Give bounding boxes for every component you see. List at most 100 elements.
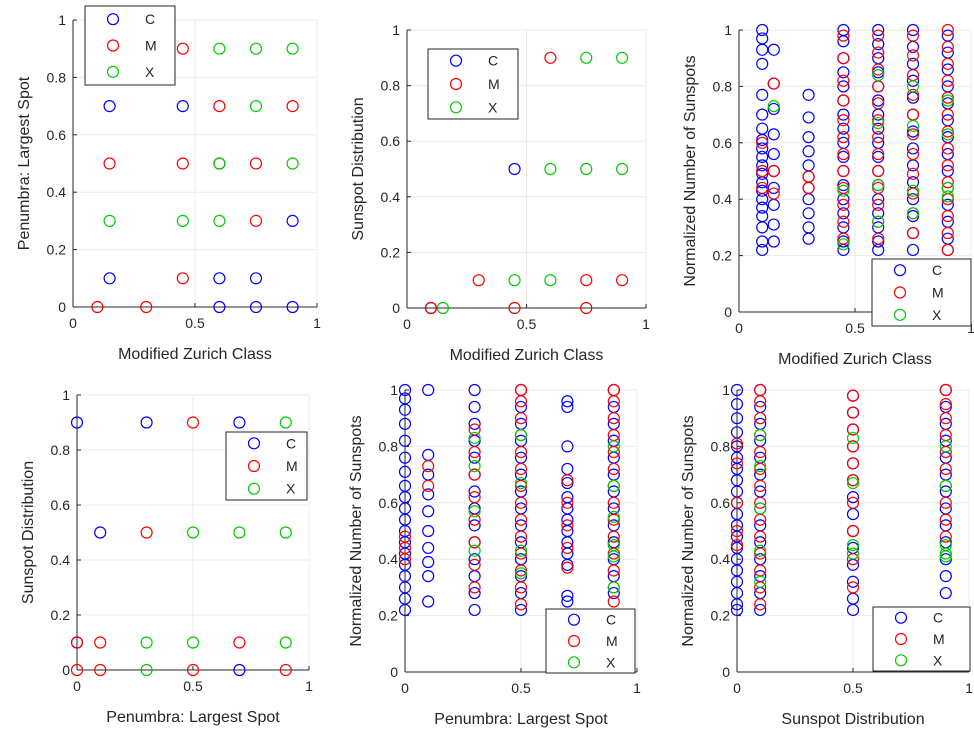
- data-point-M: [941, 243, 954, 257]
- data-point-M: [468, 581, 481, 594]
- legend-label-M: M: [286, 458, 298, 474]
- data-point-M: [767, 164, 780, 178]
- data-point-X: [176, 214, 189, 227]
- y-tick-label: 0.2: [379, 608, 399, 624]
- x-axis-label: Modified Zurich Class: [118, 346, 272, 363]
- data-point-C: [802, 145, 815, 158]
- data-point-M: [514, 598, 528, 611]
- data-point-X: [186, 636, 200, 649]
- y-tick-label: 0.4: [379, 551, 399, 567]
- y-tick-label: 0: [390, 664, 398, 680]
- data-point-C: [767, 218, 780, 231]
- data-point-C: [872, 235, 885, 248]
- subplot-p6: 0 0.5 1 0 0.2 0.4 0.6 0.8 1 Sunspot Distribution N…: [680, 382, 973, 728]
- data-point-M: [607, 462, 620, 476]
- data-point-M: [514, 564, 528, 577]
- data-point-M: [279, 663, 292, 677]
- data-point-X: [140, 663, 153, 677]
- data-point-M: [91, 300, 104, 314]
- data-point-C: [906, 193, 920, 206]
- data-point-X: [939, 479, 952, 492]
- y-tick-label: 1: [58, 12, 66, 28]
- data-point-M: [872, 97, 885, 110]
- data-point-M: [872, 232, 885, 245]
- data-point-M: [514, 496, 528, 509]
- data-point-C: [103, 99, 116, 113]
- y-tick-label: 0.8: [381, 78, 401, 94]
- data-point-C: [730, 598, 744, 611]
- data-point-M: [872, 46, 885, 59]
- data-point-M: [837, 215, 850, 228]
- data-point-X: [140, 636, 153, 649]
- data-point-M: [508, 301, 521, 315]
- data-point-C: [756, 167, 769, 180]
- data-point-C: [730, 398, 744, 411]
- legend-label-C: C: [933, 610, 943, 626]
- data-point-M: [837, 114, 850, 127]
- legend-box: [872, 606, 971, 672]
- data-point-C: [837, 122, 850, 135]
- data-point-M: [939, 383, 952, 397]
- data-point-M: [846, 524, 860, 538]
- data-point-M: [468, 445, 481, 459]
- data-point-M: [802, 181, 815, 195]
- data-point-M: [422, 460, 435, 473]
- data-point-X: [607, 581, 620, 594]
- data-point-M: [580, 274, 593, 287]
- legend-marker-X: [567, 656, 581, 669]
- y-tick-label: 0.8: [711, 438, 731, 454]
- data-point-M: [941, 142, 954, 155]
- data-point-X: [906, 184, 920, 197]
- data-point-M: [754, 598, 767, 611]
- data-point-C: [802, 111, 815, 124]
- data-point-C: [422, 570, 435, 583]
- data-point-X: [872, 215, 885, 228]
- data-point-X: [754, 502, 767, 515]
- x-tick-label: 0.5: [843, 680, 863, 696]
- data-point-X: [754, 429, 767, 442]
- data-point-X: [846, 538, 860, 552]
- data-point-X: [754, 544, 767, 557]
- legend-label-X: X: [606, 654, 616, 670]
- legend-marker-C: [567, 613, 581, 626]
- data-point-C: [906, 125, 920, 138]
- data-point-C: [756, 201, 769, 214]
- data-point-M: [249, 214, 263, 227]
- data-point-X: [872, 179, 885, 192]
- data-point-M: [607, 445, 620, 459]
- data-point-M: [176, 42, 189, 55]
- data-point-M: [941, 210, 954, 223]
- y-tick-label: 1: [722, 382, 730, 398]
- data-point-X: [279, 526, 292, 539]
- legend-box: [84, 5, 176, 86]
- y-tick-label: 0.4: [713, 191, 733, 207]
- data-point-C: [872, 23, 885, 37]
- x-tick-label: 0: [733, 680, 741, 696]
- legend: CMX: [545, 608, 636, 674]
- data-point-M: [846, 553, 860, 566]
- data-point-C: [837, 179, 850, 192]
- subplot-p2: 0 0.5 1 0 0.2 0.4 0.6 0.8 1 Modified Zurich Class…: [350, 22, 650, 364]
- data-point-C: [802, 88, 815, 101]
- data-point-C: [837, 108, 850, 121]
- data-point-C: [906, 23, 920, 37]
- subplot-p1: 0 0.5 1 0 0.2 0.4 0.6 0.8 1 Modified Zurich Class…: [16, 5, 321, 363]
- data-point-M: [514, 412, 528, 425]
- data-point-M: [837, 181, 850, 195]
- data-point-C: [730, 412, 744, 425]
- x-tick-label: 1: [967, 320, 974, 336]
- legend-marker-C: [894, 611, 908, 624]
- data-point-M: [514, 530, 528, 543]
- data-point-M: [514, 445, 528, 459]
- data-point-C: [872, 66, 885, 79]
- data-point-C: [802, 131, 815, 144]
- data-point-M: [754, 479, 767, 492]
- series-M: [756, 23, 954, 257]
- data-point-M: [939, 513, 952, 526]
- subplot-p4: 0 0.5 1 0 0.2 0.4 0.6 0.8 1 Penumbra: Largest Spo…: [20, 387, 313, 726]
- data-point-C: [906, 74, 920, 87]
- data-point-C: [939, 570, 952, 583]
- legend-label-C: C: [606, 612, 616, 628]
- data-point-C: [767, 102, 780, 116]
- data-point-X: [279, 416, 292, 429]
